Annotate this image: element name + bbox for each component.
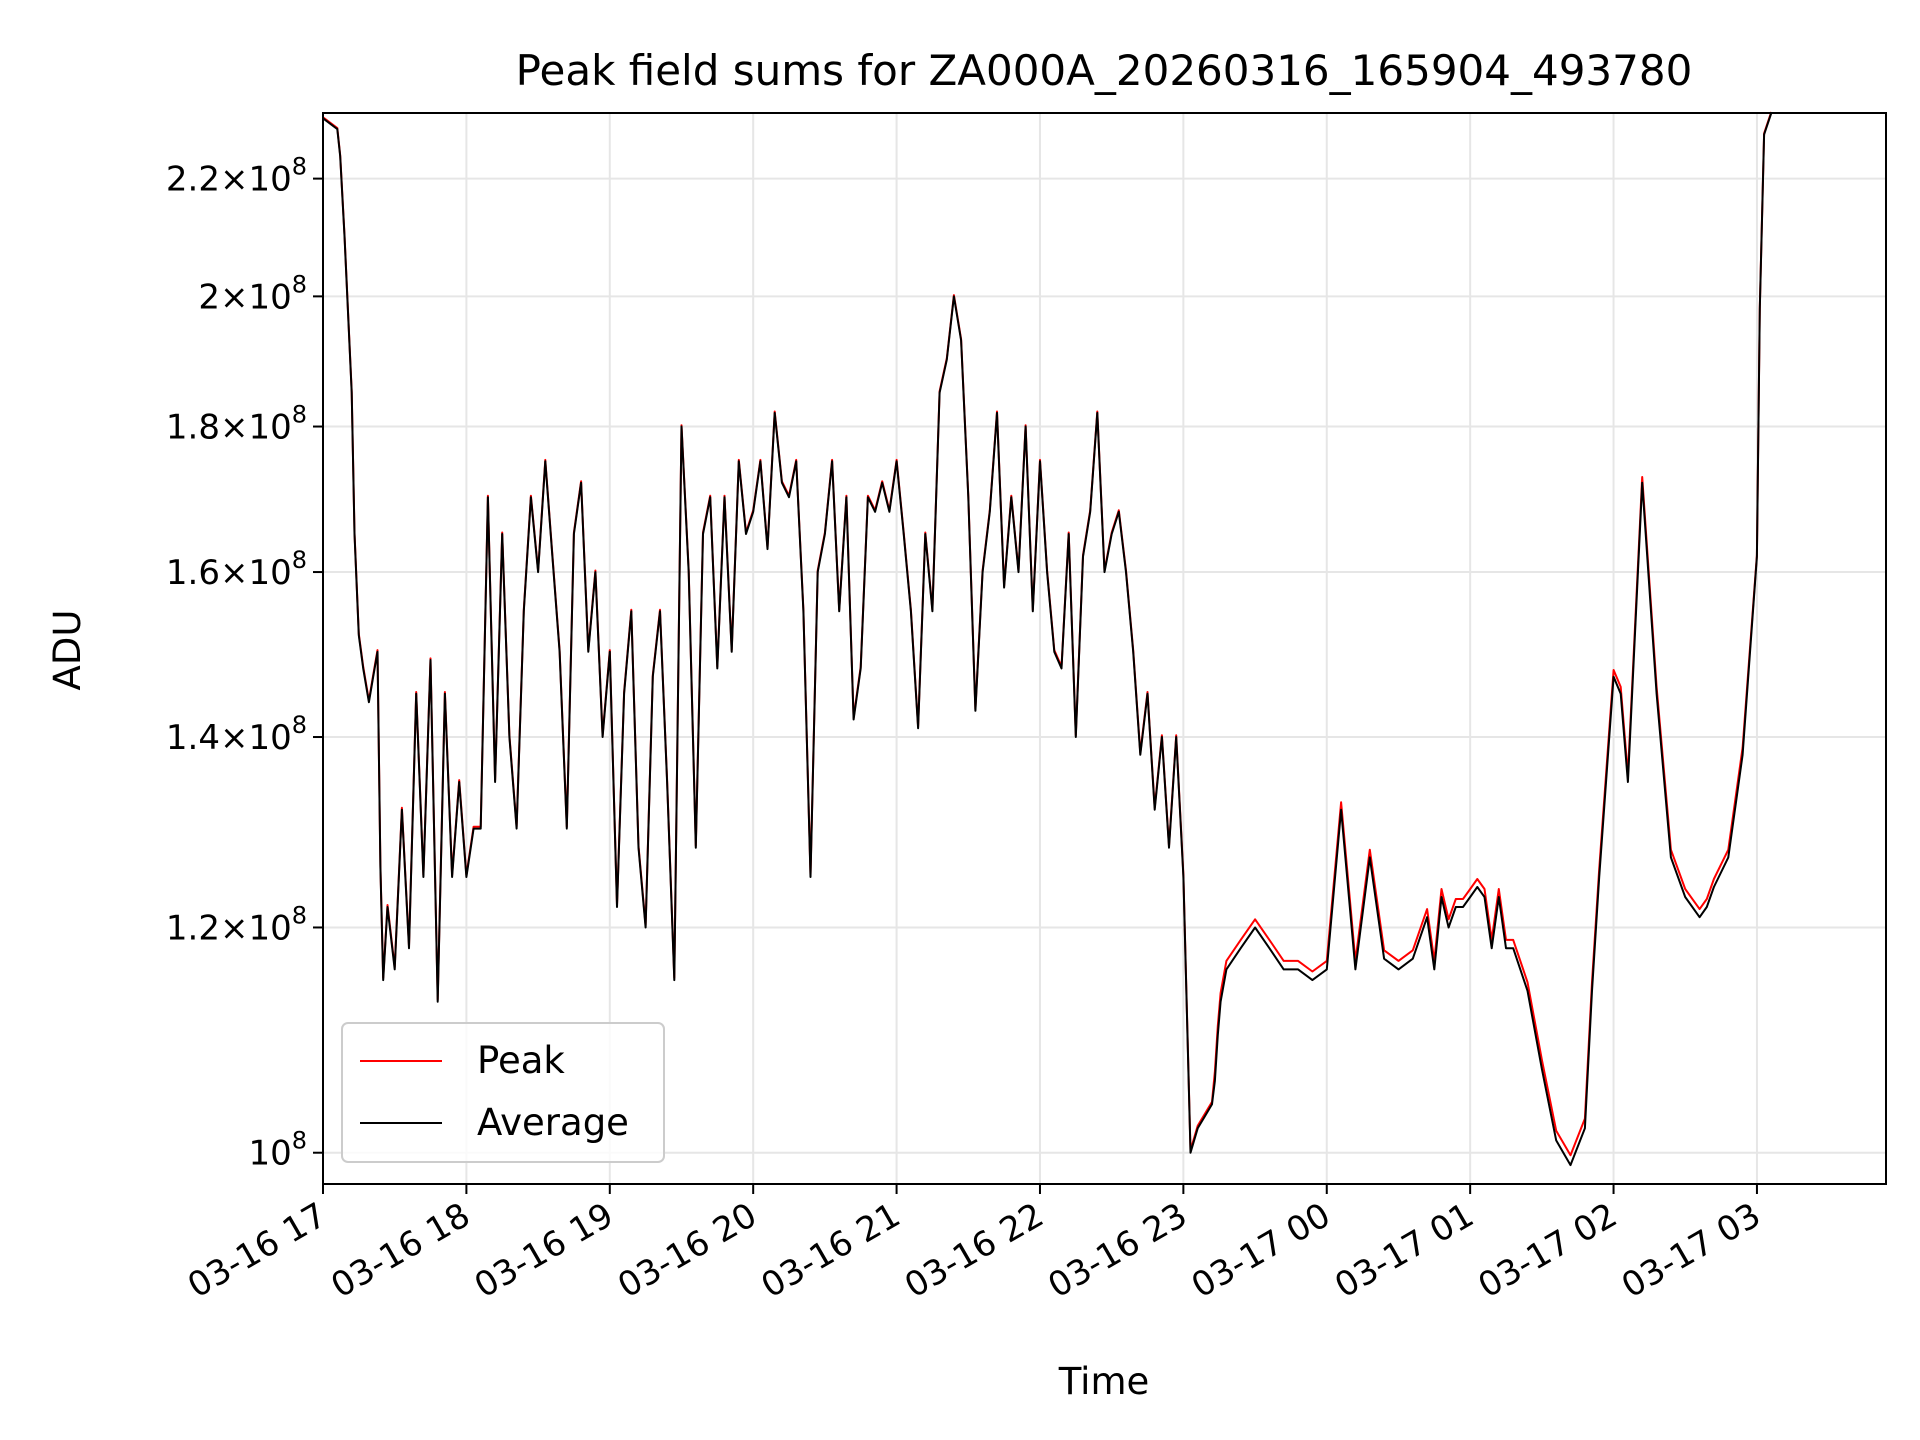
y-tick-label: 2.2×108 [166, 153, 307, 200]
legend-average-label: Average [477, 1101, 629, 1144]
y-tick-label: 1.6×108 [166, 546, 307, 593]
series-layer [322, 111, 1773, 1167]
y-tick-label: 1.4×108 [166, 711, 307, 758]
y-tick-label: 2×108 [198, 270, 307, 317]
legend-peak-label: Peak [477, 1039, 565, 1082]
legend-box [341, 1022, 665, 1163]
y-tick-label: 1.8×108 [166, 401, 307, 448]
series-line-average [322, 112, 1773, 1167]
y-tick-label: 108 [248, 1127, 307, 1174]
y-tick-label: 1.2×108 [166, 901, 307, 948]
x-axis-label: Time [1058, 1360, 1150, 1403]
plot-frame [322, 112, 1887, 1185]
legend: Peak Average [341, 1022, 665, 1163]
chart-title: Peak field sums for ZA000A_20260316_1659… [516, 46, 1693, 95]
y-axis-label: ADU [46, 610, 89, 691]
